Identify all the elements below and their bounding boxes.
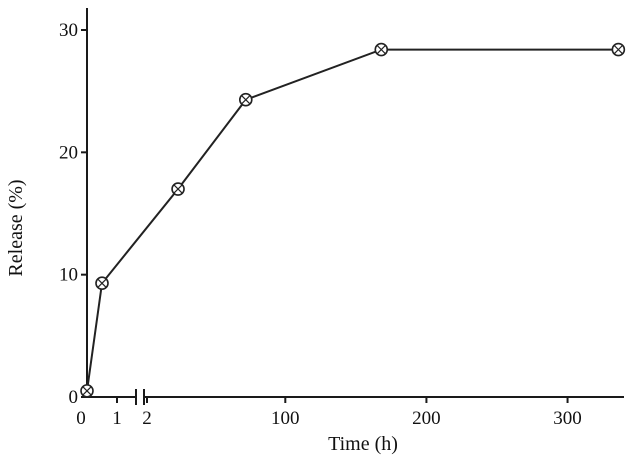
data-point-cross [82, 386, 92, 396]
x-tick-label: 1 [112, 408, 122, 429]
data-point [374, 42, 389, 57]
x-tick-label: 100 [271, 408, 300, 429]
y-tick-label: 0 [69, 387, 79, 408]
x-tick-label: 200 [412, 408, 441, 429]
y-tick-label: 20 [59, 142, 78, 163]
data-point [95, 276, 109, 291]
data-point-cross [173, 184, 183, 194]
data-series [80, 42, 626, 398]
x-axis-title: Time (h) [328, 433, 398, 455]
y-tick-label: 10 [59, 265, 78, 286]
data-point-cross [376, 44, 386, 55]
axes [86, 8, 624, 405]
x-tick-label: 300 [553, 408, 582, 429]
x-tick-label: 0 [76, 408, 86, 429]
y-axis-title: Release (%) [5, 179, 27, 276]
y-tick-label: 30 [59, 20, 78, 41]
data-point-cross [241, 95, 251, 105]
data-point [171, 182, 185, 196]
data-point-cross [613, 44, 623, 55]
series-line [86, 48, 619, 392]
x-tick-label: 2 [142, 408, 152, 429]
data-point [611, 42, 626, 57]
data-point [80, 384, 94, 398]
data-point [238, 92, 253, 107]
data-point-cross [97, 278, 107, 288]
